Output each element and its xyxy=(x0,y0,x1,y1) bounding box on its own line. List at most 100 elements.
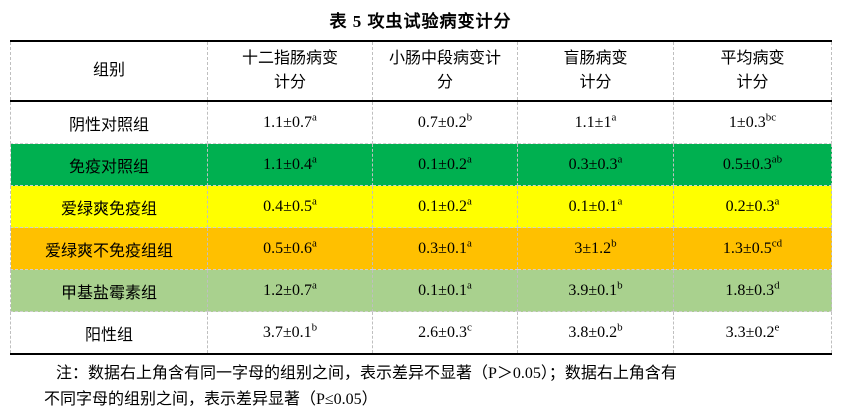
score-cell: 0.5±0.6a xyxy=(207,227,373,270)
score-value: 3±1.2 xyxy=(574,239,612,257)
score-value: 0.1±0.1 xyxy=(568,197,618,215)
column-header-4: 平均病变 计分 xyxy=(673,40,832,102)
score-cell: 0.1±0.1a xyxy=(517,185,674,228)
score-value: 0.4±0.5 xyxy=(263,197,312,215)
note-line-2: 不同字母的组别之间，表示差异显著（P≤0.05） xyxy=(44,391,378,408)
group-label: 免疫对照组 xyxy=(10,143,208,186)
score-value: 0.7±0.2 xyxy=(417,113,467,131)
significance-superscript: a xyxy=(311,195,317,208)
column-header-line1: 十二指肠病变 xyxy=(241,50,338,67)
significance-superscript: a xyxy=(774,195,780,208)
significance-superscript: a xyxy=(311,153,317,166)
column-header-line1: 小肠中段病变计 xyxy=(388,50,501,67)
score-value: 0.3±0.1 xyxy=(418,239,467,257)
column-header-line1: 盲肠病变 xyxy=(563,50,628,67)
score-cell: 1±0.3bc xyxy=(673,100,832,144)
table-row: 甲基盐霉素组 1.2±0.7a 0.1±0.1a 3.9±0.1b 1.8±0.3d xyxy=(10,269,832,312)
column-header-line2: 计分 xyxy=(579,74,612,91)
significance-superscript: b xyxy=(466,111,473,124)
column-header-line2: 计分 xyxy=(273,74,306,91)
score-cell: 0.5±0.3ab xyxy=(673,143,832,186)
score-cell: 1.2±0.7a xyxy=(207,269,373,312)
significance-superscript: bc xyxy=(765,111,777,124)
note-line-1: 注：数据右上角含有同一字母的组别之间，表示差异不显著（P＞0.05）；数据右上角… xyxy=(56,365,677,382)
score-value: 1.3±0.5 xyxy=(722,239,772,257)
column-header-line2: 分 xyxy=(436,74,453,91)
group-label: 爱绿爽不免疫组组 xyxy=(10,227,208,270)
significance-superscript: a xyxy=(617,195,623,208)
score-cell: 0.3±0.3a xyxy=(517,143,674,186)
score-value: 0.3±0.3 xyxy=(568,155,618,173)
significance-superscript: b xyxy=(617,279,623,292)
score-value: 3.3±0.2 xyxy=(725,323,775,341)
score-cell: 0.1±0.1a xyxy=(372,269,518,312)
score-cell: 2.6±0.3c xyxy=(372,311,518,355)
score-cell: 1.3±0.5cd xyxy=(673,227,832,270)
significance-superscript: b xyxy=(611,237,617,250)
score-value: 0.1±0.2 xyxy=(418,197,467,215)
table-title: 表 5 攻虫试验病变计分 xyxy=(329,12,512,31)
group-label: 阴性对照组 xyxy=(10,100,208,144)
score-cell: 1.1±0.7a xyxy=(207,100,373,144)
score-cell: 1.1±0.4a xyxy=(207,143,373,186)
column-header-0: 组别 xyxy=(10,40,208,102)
score-cell: 0.1±0.2a xyxy=(372,185,518,228)
group-label: 阳性组 xyxy=(10,311,208,355)
table-note: 注：数据右上角含有同一字母的组别之间，表示差异不显著（P＞0.05）；数据右上角… xyxy=(0,361,841,409)
score-value: 0.5±0.3 xyxy=(722,155,772,173)
significance-superscript: a xyxy=(466,195,472,208)
significance-superscript: a xyxy=(311,111,317,124)
score-cell: 1.1±1a xyxy=(517,100,674,144)
table-body: 阴性对照组 1.1±0.7a 0.7±0.2b 1.1±1a 1±0.3bc 免疫对照组 1… xyxy=(10,100,832,355)
score-value: 0.2±0.3 xyxy=(725,197,775,215)
score-cell: 3.3±0.2e xyxy=(673,311,832,355)
significance-superscript: a xyxy=(617,153,623,166)
column-header-1: 十二指肠病变 计分 xyxy=(207,40,373,102)
score-cell: 3.9±0.1b xyxy=(517,269,674,312)
header-row: 组别 十二指肠病变 计分 小肠中段病变计分盲肠病变 计分 平均病变 计分 xyxy=(10,40,832,102)
column-header-3: 盲肠病变 计分 xyxy=(517,40,674,102)
significance-superscript: a xyxy=(311,237,317,250)
significance-superscript: a xyxy=(466,279,472,292)
column-header-line1: 平均病变 xyxy=(720,50,785,67)
score-value: 1.1±1 xyxy=(574,113,612,131)
score-value: 3.7±0.1 xyxy=(262,323,312,341)
column-header-line1: 组别 xyxy=(92,62,125,79)
lesion-score-table: 组别 十二指肠病变 计分 小肠中段病变计分盲肠病变 计分 平均病变 计分 阴性对照组 1.1±… xyxy=(10,40,832,355)
score-cell: 0.3±0.1a xyxy=(372,227,518,270)
score-cell: 0.7±0.2b xyxy=(372,100,518,144)
score-value: 1±0.3 xyxy=(728,113,766,131)
significance-superscript: ab xyxy=(771,153,783,166)
significance-superscript: c xyxy=(466,321,472,334)
score-cell: 0.1±0.2a xyxy=(372,143,518,186)
table-row: 阳性组 3.7±0.1b 2.6±0.3c 3.8±0.2b 3.3±0.2e xyxy=(10,311,832,355)
score-value: 2.6±0.3 xyxy=(418,323,467,341)
table-row: 阴性对照组 1.1±0.7a 0.7±0.2b 1.1±1a 1±0.3bc xyxy=(10,100,832,144)
table-row: 爱绿爽免疫组 0.4±0.5a 0.1±0.2a 0.1±0.1a 0.2±0.3a xyxy=(10,185,832,228)
group-label: 甲基盐霉素组 xyxy=(10,269,208,312)
table-row: 爱绿爽不免疫组组 0.5±0.6a 0.3±0.1a 3±1.2b 1.3±0.5cd xyxy=(10,227,832,270)
score-cell: 0.4±0.5a xyxy=(207,185,373,228)
score-value: 3.8±0.2 xyxy=(568,323,618,341)
score-value: 0.5±0.6 xyxy=(263,239,312,257)
score-cell: 3±1.2b xyxy=(517,227,674,270)
table-row: 免疫对照组 1.1±0.4a 0.1±0.2a 0.3±0.3a 0.5±0.3ab xyxy=(10,143,832,186)
significance-superscript: d xyxy=(774,279,780,292)
score-cell: 1.8±0.3d xyxy=(673,269,832,312)
score-cell: 3.8±0.2b xyxy=(517,311,674,355)
table-header: 组别 十二指肠病变 计分 小肠中段病变计分盲肠病变 计分 平均病变 计分 xyxy=(10,40,832,102)
significance-superscript: a xyxy=(611,111,617,124)
significance-superscript: a xyxy=(311,279,317,292)
score-value: 3.9±0.1 xyxy=(568,281,618,299)
significance-superscript: b xyxy=(617,321,623,334)
column-header-2: 小肠中段病变计分 xyxy=(372,40,518,102)
score-value: 1.8±0.3 xyxy=(725,281,775,299)
column-header-line2: 计分 xyxy=(736,74,769,91)
score-value: 0.1±0.1 xyxy=(418,281,467,299)
significance-superscript: a xyxy=(466,153,472,166)
score-value: 1.1±0.4 xyxy=(263,155,312,173)
significance-superscript: b xyxy=(311,321,318,334)
score-value: 0.1±0.2 xyxy=(418,155,467,173)
score-cell: 0.2±0.3a xyxy=(673,185,832,228)
score-value: 1.2±0.7 xyxy=(263,281,312,299)
